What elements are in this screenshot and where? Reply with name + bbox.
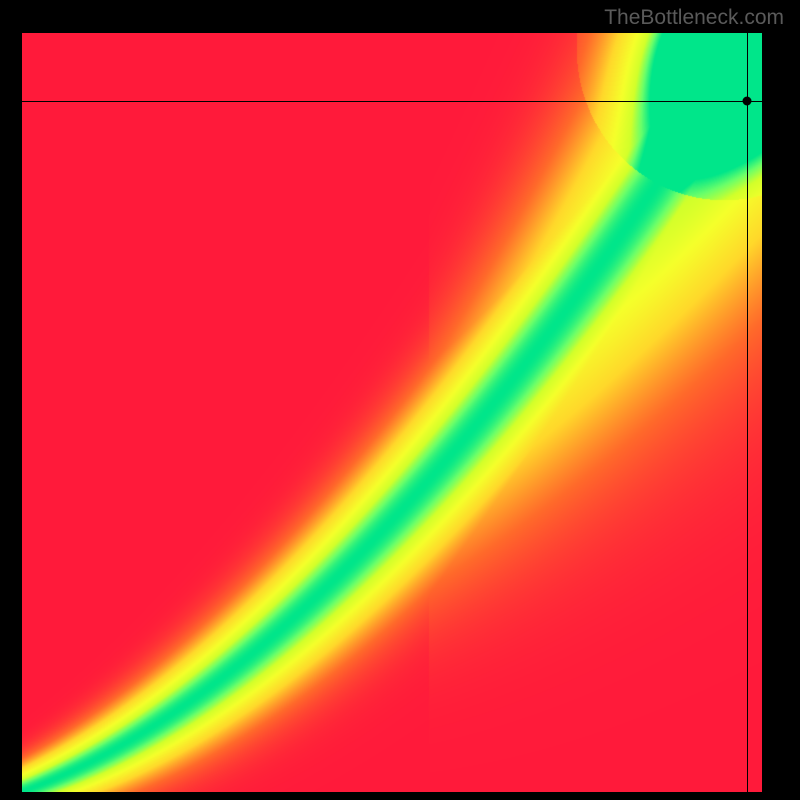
crosshair-vertical <box>747 33 748 792</box>
heatmap-plot <box>22 33 762 792</box>
heatmap-canvas <box>22 33 762 792</box>
watermark-text: TheBottleneck.com <box>604 6 784 30</box>
crosshair-horizontal <box>22 101 762 102</box>
marker-dot <box>743 97 752 106</box>
